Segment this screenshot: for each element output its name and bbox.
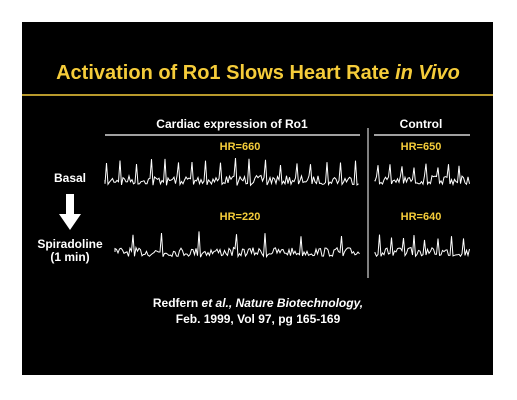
hr-label: HR=220 [219,211,261,223]
ecg-trace [374,163,470,187]
column-header: Cardiac expression of Ro1 [156,117,308,131]
title-main: Activation of Ro1 Slows Heart Rate [56,62,390,84]
title: Activation of Ro1 Slows Heart Rate in Vi… [56,62,460,85]
row-label-line: (1 min) [50,250,90,264]
row-label-line: Spiradoline [37,237,103,251]
hr-label: HR=640 [400,211,442,223]
citation-journal: Nature Biotechnology, [235,296,364,310]
citation-etal: et al., [201,296,233,310]
citation-author: Redfern [152,296,199,310]
title-italic: in Vivo [395,62,460,84]
arrow [59,194,81,230]
column-header: Control [399,117,443,131]
row-label: Basal [53,171,87,185]
slide [22,22,493,375]
row-label: Spiradoline (1 min) [37,238,102,264]
ecg-trace [114,231,360,259]
hr-label: HR=660 [219,141,261,153]
citation: Feb. 1999, Vol 97, pg 165-169 [175,312,341,326]
ecg-trace [104,157,359,187]
ecg-trace [374,234,470,258]
citation: Redfern et al., Nature Biotechnology, [153,296,363,310]
hr-label: HR=650 [400,141,442,153]
